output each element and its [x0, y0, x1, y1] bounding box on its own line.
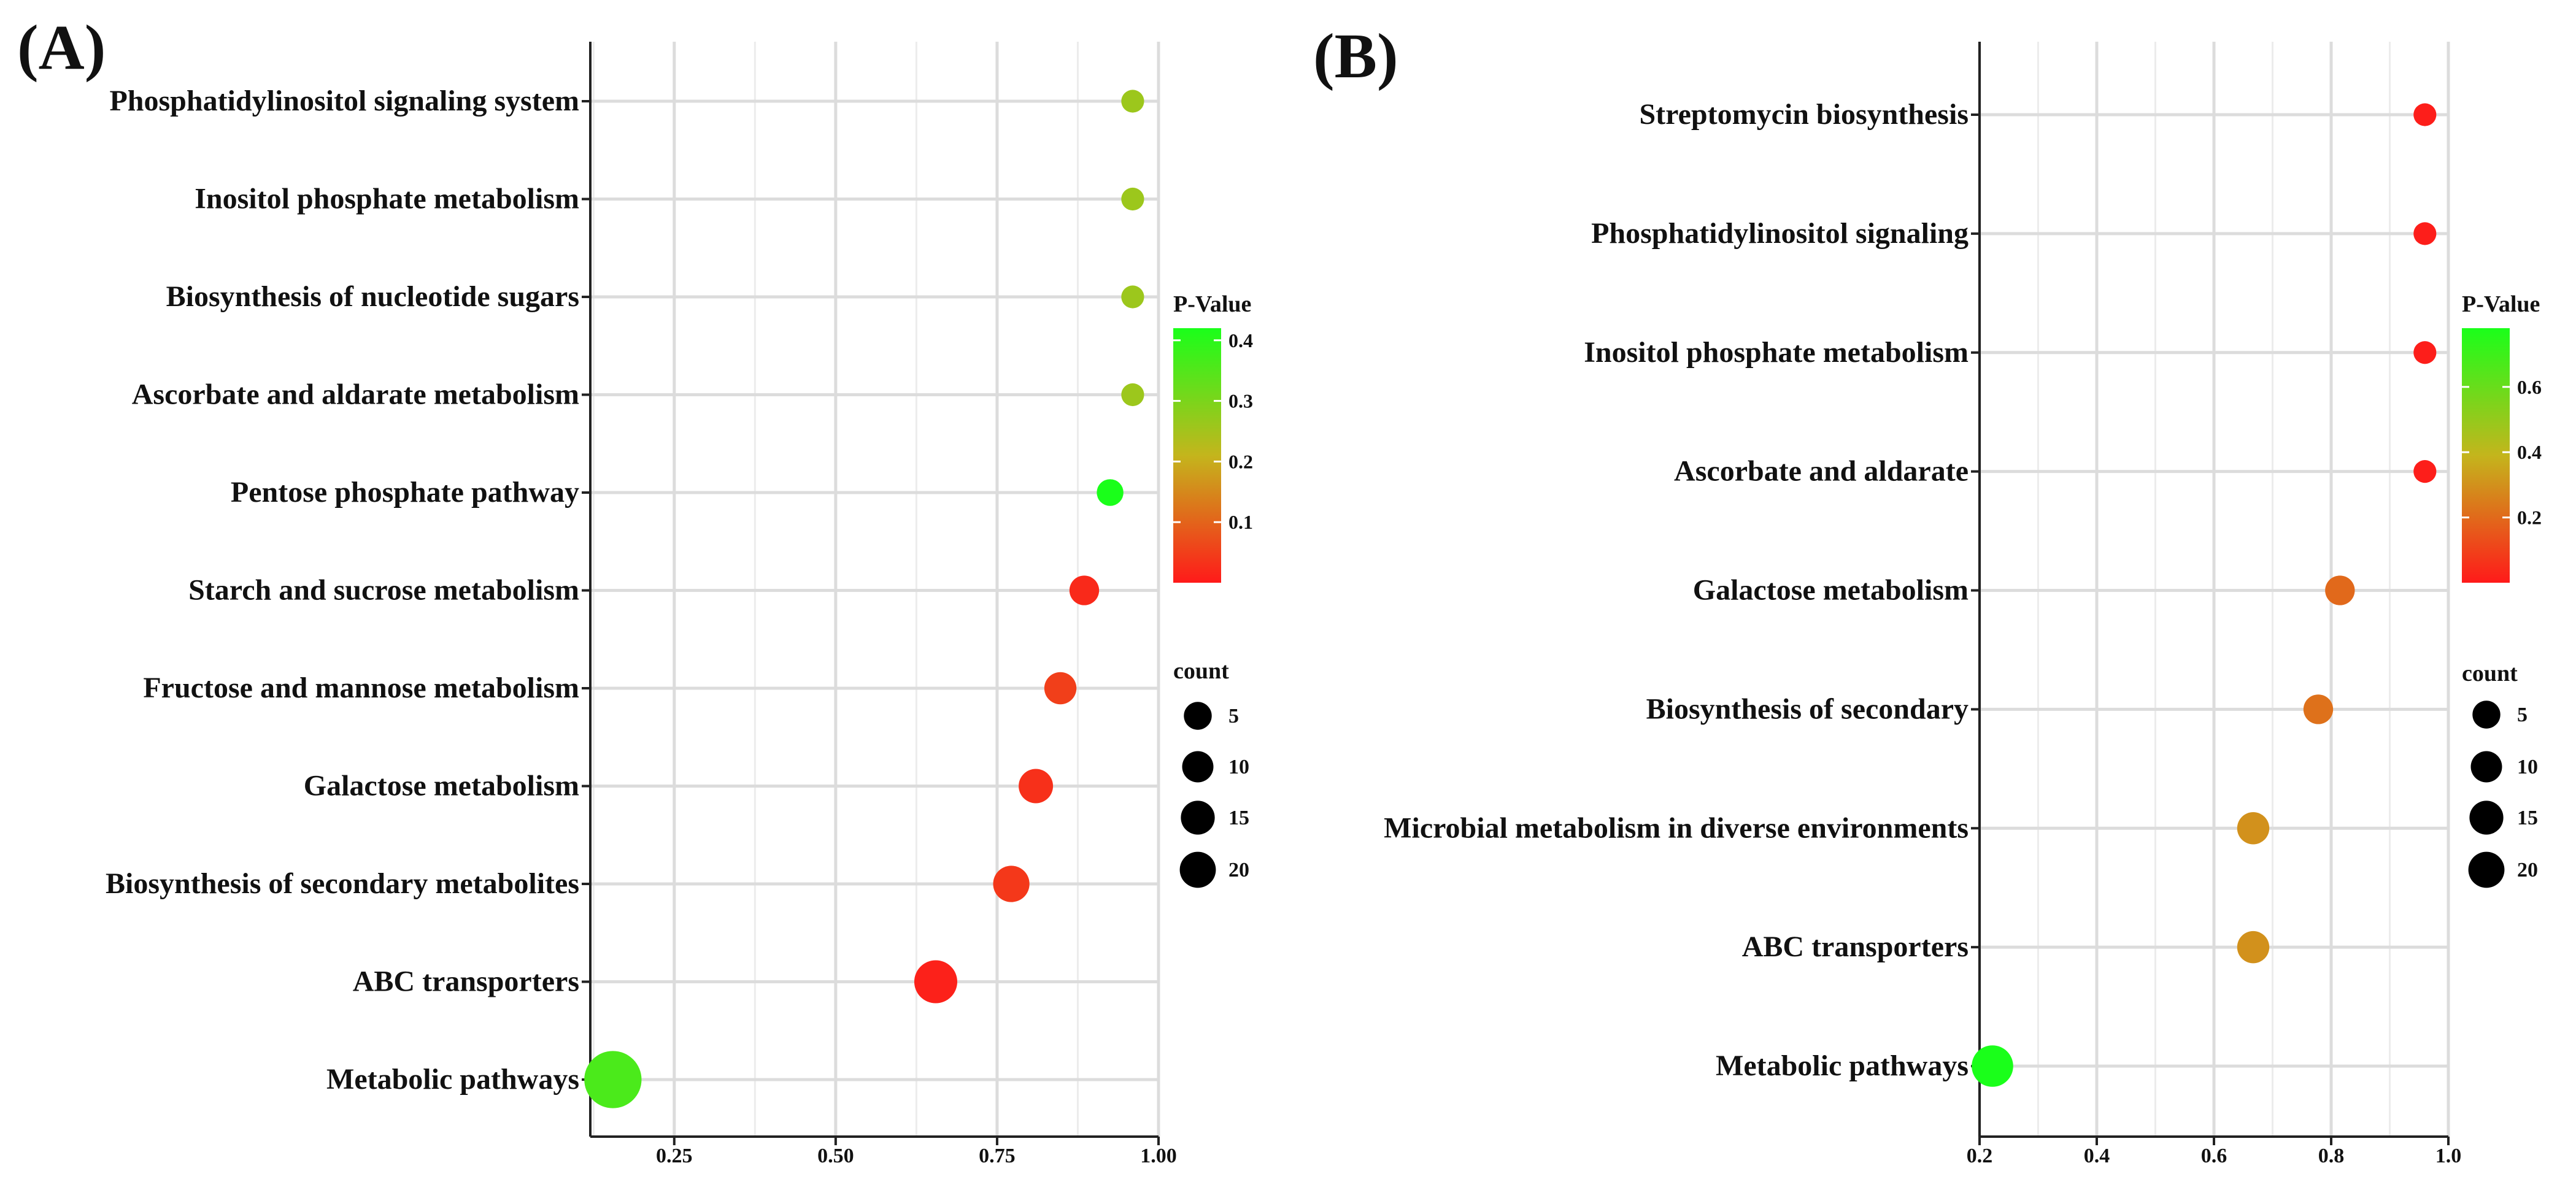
panel-a: (A)0.25 0.50 0.75 1.00Phosphatidylinositol …: [17, 12, 1253, 1167]
count-legend-label: 15: [2517, 807, 2538, 829]
data-point: [1972, 1045, 2013, 1087]
count-legend-dot: [1182, 751, 1214, 783]
data-point: [1097, 479, 1124, 506]
count-legend-label: 15: [1228, 807, 1249, 829]
category-label: ABC transporters: [353, 965, 579, 998]
x-tick-label: 1.00: [1140, 1145, 1177, 1167]
data-point: [584, 1051, 642, 1108]
data-point: [1069, 575, 1100, 605]
p-value-colorbar: [2462, 328, 2510, 583]
x-tick-label: 0.50: [817, 1145, 854, 1167]
data-point: [1019, 769, 1054, 804]
count-legend-label: 5: [1228, 705, 1239, 727]
data-point: [1121, 285, 1144, 309]
p-value-legend-title: P-Value: [2462, 291, 2540, 317]
data-point: [1044, 672, 1077, 705]
category-label: Galactose metabolism: [304, 770, 579, 802]
category-label: Galactose metabolism: [1693, 574, 1969, 607]
category-label: Phosphatidylinositol signaling system: [109, 85, 579, 117]
count-legend-dot: [2472, 701, 2501, 729]
count-legend-label: 5: [2517, 704, 2528, 726]
data-point: [2325, 575, 2355, 605]
count-legend-label: 10: [2517, 756, 2538, 778]
data-point: [2237, 931, 2270, 964]
data-point: [2413, 103, 2437, 126]
category-label: Pentose phosphate pathway: [231, 476, 579, 509]
category-label: Fructose and mannose metabolism: [143, 672, 579, 704]
count-legend-title: count: [1173, 658, 1229, 684]
category-label: Phosphatidylinositol signaling: [1591, 217, 1969, 250]
colorbar-tick-label: 0.4: [1228, 329, 1253, 351]
colorbar-tick-label: 0.3: [1228, 390, 1253, 412]
x-tick-label: 0.25: [656, 1145, 693, 1167]
x-tick-label: 0.8: [2318, 1145, 2345, 1167]
count-legend-label: 10: [1228, 756, 1249, 778]
colorbar-tick-label: 0.6: [2517, 376, 2542, 398]
category-label: Biosynthesis of secondary: [1646, 693, 1969, 725]
category-label: Metabolic pathways: [326, 1063, 579, 1096]
data-point: [993, 866, 1030, 902]
colorbar-tick-label: 0.4: [2517, 441, 2542, 463]
category-label: Streptomycin biosynthesis: [1639, 98, 1969, 131]
count-legend-title: count: [2462, 661, 2518, 686]
data-point: [2237, 812, 2270, 845]
count-legend-dot: [2469, 800, 2504, 835]
count-legend-label: 20: [2517, 859, 2538, 881]
category-label: Metabolic pathways: [1716, 1050, 1969, 1082]
data-point: [2413, 341, 2437, 364]
category-label: Starch and sucrose metabolism: [188, 574, 579, 607]
category-label: ABC transporters: [1742, 931, 1969, 963]
data-point: [914, 960, 957, 1004]
count-legend-dot: [2468, 851, 2505, 888]
colorbar-tick-label: 0.1: [1228, 511, 1253, 533]
colorbar-tick-label: 0.2: [1228, 450, 1253, 472]
p-value-colorbar: [1173, 328, 1221, 583]
data-point: [2413, 460, 2437, 483]
category-label: Ascorbate and aldarate metabolism: [132, 378, 579, 411]
category-label: Biosynthesis of nucleotide sugars: [166, 280, 579, 313]
category-label: Inositol phosphate metabolism: [1584, 336, 1969, 369]
x-tick-label: 1.0: [2435, 1145, 2462, 1167]
count-legend-dot: [1181, 800, 1215, 835]
x-tick-label: 0.4: [2084, 1145, 2110, 1167]
category-label: Inositol phosphate metabolism: [195, 183, 579, 215]
data-point: [1121, 90, 1144, 113]
panel-label: (A): [17, 12, 106, 83]
x-tick-label: 0.75: [979, 1145, 1016, 1167]
data-point: [2413, 222, 2437, 245]
panel-label: (B): [1313, 21, 1398, 91]
category-label: Microbial metabolism in diverse environm…: [1384, 812, 1969, 844]
data-point: [1121, 187, 1144, 211]
count-legend-label: 20: [1228, 859, 1249, 881]
count-legend-dot: [2470, 751, 2502, 783]
data-point: [1121, 383, 1144, 407]
x-tick-label: 0.6: [2201, 1145, 2227, 1167]
x-tick-label: 0.2: [1967, 1145, 1993, 1167]
colorbar-tick-label: 0.2: [2517, 507, 2542, 529]
p-value-legend-title: P-Value: [1173, 291, 1251, 317]
panel-b: (B) 0.2 0.4 0.6 0.8 1.0 Streptomycin biosynthe…: [1313, 21, 2542, 1167]
category-label: Biosynthesis of secondary metabolites: [106, 867, 579, 900]
data-point: [2303, 694, 2334, 724]
count-legend-dot: [1184, 702, 1212, 730]
category-label: Ascorbate and aldarate: [1674, 455, 1969, 488]
count-legend-dot: [1179, 851, 1216, 888]
